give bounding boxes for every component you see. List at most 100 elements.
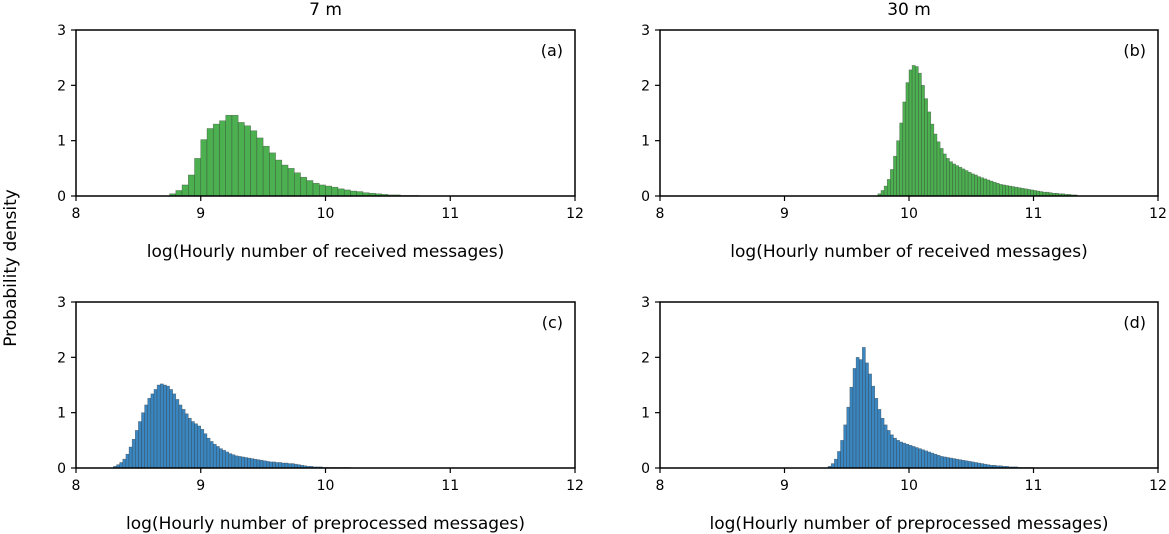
histogram-bar xyxy=(191,421,195,469)
x-tick-label: 8 xyxy=(72,206,81,222)
histogram-bar xyxy=(865,362,869,469)
histogram-bar xyxy=(933,453,938,469)
histogram-bar xyxy=(1017,187,1022,197)
histogram-bar xyxy=(964,460,969,469)
histogram-bar xyxy=(197,425,202,469)
x-tick-label: 10 xyxy=(900,478,918,494)
histogram-bar xyxy=(262,145,270,197)
histogram-bar xyxy=(228,453,233,469)
histogram-bar xyxy=(231,114,239,197)
histogram-bar xyxy=(852,368,857,469)
histogram-bar xyxy=(262,460,267,469)
histogram-bar xyxy=(955,458,960,469)
histogram-bar xyxy=(899,441,904,469)
histogram-bar xyxy=(905,82,910,197)
y-tick-label: 3 xyxy=(641,295,650,311)
histogram-bar xyxy=(256,459,261,469)
histogram-bar xyxy=(241,456,245,469)
histogram-bar xyxy=(939,456,944,469)
histogram-bar xyxy=(244,457,248,469)
histogram-bar xyxy=(237,122,245,197)
axes-frame xyxy=(659,301,1159,469)
x-tick-label: 10 xyxy=(317,478,335,494)
histogram-bar xyxy=(343,189,351,197)
y-tick-label: 0 xyxy=(641,461,650,477)
x-tick-label: 8 xyxy=(656,206,665,222)
histogram-bar xyxy=(200,139,208,197)
y-tick-label: 2 xyxy=(57,78,66,94)
histogram-bar xyxy=(949,161,953,197)
histogram-bar xyxy=(269,461,273,469)
histogram-bar xyxy=(902,442,907,469)
panel-label: (b) xyxy=(1123,41,1146,60)
histogram-bar xyxy=(169,389,173,469)
histogram-bar xyxy=(144,404,148,469)
histogram-bar xyxy=(946,158,950,197)
histogram-bar xyxy=(946,457,950,469)
histogram-bar xyxy=(840,440,844,469)
histogram-bar xyxy=(1008,185,1012,197)
histogram-bar xyxy=(203,433,208,469)
histogram-bar xyxy=(178,404,183,469)
histogram-bar xyxy=(837,451,841,469)
histogram-bar xyxy=(896,440,900,469)
histogram-bar xyxy=(921,449,925,469)
histogram-bar xyxy=(914,447,919,469)
histogram-bar xyxy=(237,456,242,469)
histogram-bar xyxy=(855,357,860,469)
panel-title: 30 m xyxy=(887,0,931,20)
histogram-bar xyxy=(952,163,956,197)
histogram-bar xyxy=(150,393,155,469)
histogram-bar xyxy=(188,174,195,197)
panel-label: (d) xyxy=(1123,313,1146,332)
panel-title: 7 m xyxy=(309,0,342,20)
histogram-bar xyxy=(886,179,891,197)
histogram-bar xyxy=(219,448,223,469)
histogram-bar xyxy=(999,184,1003,197)
histogram-bar xyxy=(893,437,897,469)
histogram-bar xyxy=(250,458,255,469)
x-axis-label: log(Hourly number of preprocessed messag… xyxy=(710,514,1109,534)
histogram-bar xyxy=(992,181,997,197)
x-tick-label: 12 xyxy=(566,206,584,222)
histogram-bar xyxy=(942,456,947,469)
histogram-bar xyxy=(212,123,220,197)
histogram-bar xyxy=(122,458,127,469)
histogram-bar xyxy=(188,417,192,469)
x-axis-label: log(Hourly number of received messages) xyxy=(147,242,504,262)
histogram-bar xyxy=(995,183,1000,197)
histogram-bar xyxy=(135,430,139,469)
histogram-bar xyxy=(234,455,239,469)
y-tick-label: 3 xyxy=(57,295,66,311)
histogram-bar xyxy=(936,141,941,197)
histogram-bar xyxy=(225,451,230,469)
histogram-bar xyxy=(1011,186,1016,197)
histogram-bar xyxy=(259,460,264,469)
histogram-bar xyxy=(961,168,966,197)
histogram-bar xyxy=(942,153,947,197)
histogram-bar xyxy=(250,130,258,197)
histogram-bar xyxy=(231,454,236,469)
histogram-bar xyxy=(877,409,882,469)
histogram-bar xyxy=(119,462,124,469)
x-tick-label: 9 xyxy=(196,478,205,494)
histogram-bar xyxy=(868,373,872,469)
histogram-bar xyxy=(896,140,900,197)
x-tick-label: 8 xyxy=(656,478,665,494)
histogram-bar xyxy=(175,399,180,469)
histogram-bar xyxy=(172,393,177,469)
histogram-bar xyxy=(899,122,904,197)
histogram-bar xyxy=(952,458,956,469)
histogram-bar xyxy=(880,190,885,197)
x-tick-label: 8 xyxy=(72,478,81,494)
x-tick-label: 10 xyxy=(317,206,335,222)
histogram-bar xyxy=(1002,184,1006,197)
y-tick-label: 2 xyxy=(641,78,650,94)
histogram-bar xyxy=(964,170,969,197)
histogram-bar xyxy=(902,101,907,197)
histogram-bar xyxy=(138,421,142,469)
y-axis-label: Probability density xyxy=(1,189,21,347)
y-tick-label: 3 xyxy=(57,23,66,39)
